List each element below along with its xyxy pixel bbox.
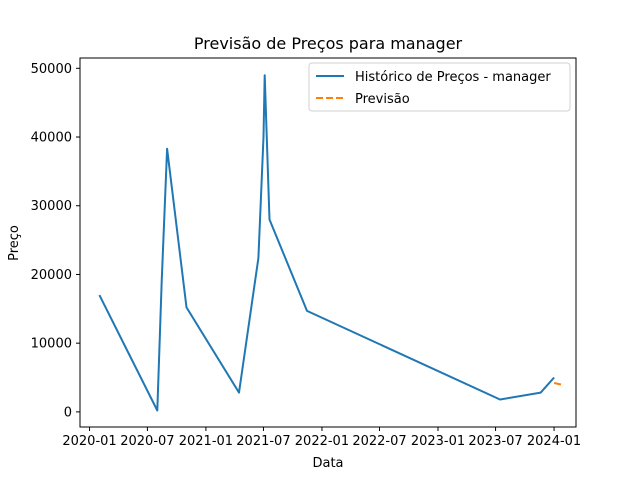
x-axis-title: Data	[312, 456, 343, 471]
series-line-1	[553, 382, 565, 387]
y-tick-label: 20000	[31, 268, 72, 283]
x-tick-label: 2020-07	[120, 434, 174, 449]
y-tick-label: 50000	[31, 62, 72, 77]
plot-frame	[79, 57, 577, 428]
x-tick-label: 2020-01	[62, 434, 116, 449]
x-tick-label: 2023-07	[468, 434, 522, 449]
legend: Histórico de Preços - manager Previsão	[308, 62, 571, 112]
legend-label-previsao: Previsão	[355, 92, 410, 107]
y-tick-label: 10000	[31, 337, 72, 352]
series-line-0	[98, 74, 555, 412]
x-tick-label: 2021-07	[236, 434, 290, 449]
x-tick-label: 2022-07	[352, 434, 406, 449]
chart-title: Previsão de Preços para manager	[194, 34, 463, 53]
y-tick-label: 40000	[31, 131, 72, 146]
y-tick-label: 30000	[31, 199, 72, 214]
x-tick-label: 2022-01	[295, 434, 349, 449]
y-tick-label: 0	[64, 405, 72, 420]
x-tick-label: 2021-01	[179, 434, 233, 449]
y-axis-title: Preço	[7, 225, 22, 261]
legend-box	[308, 62, 571, 112]
series-layer	[98, 74, 565, 412]
x-tick-label: 2024-01	[527, 434, 581, 449]
axes-layer: 2020-01 2020-07 2021-01 2021-07 2022-01 2022-…	[31, 62, 582, 449]
x-tick-label: 2023-01	[411, 434, 465, 449]
legend-label-historico: Histórico de Preços - manager	[355, 70, 551, 85]
